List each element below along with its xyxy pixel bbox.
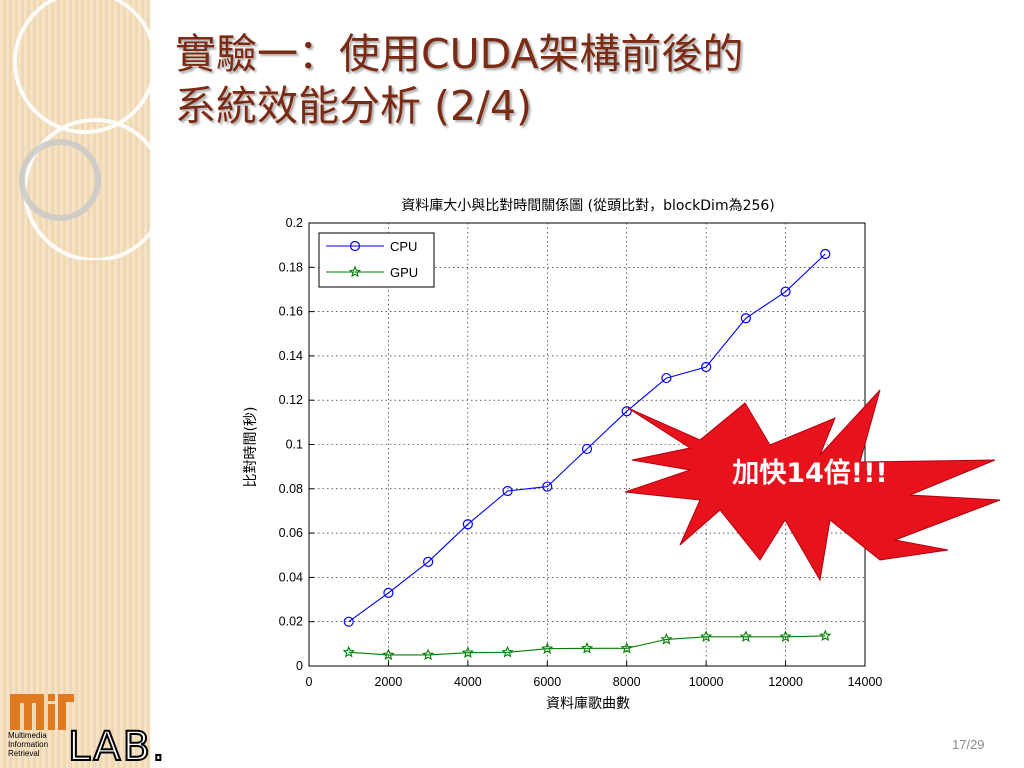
speedup-callout: 加快14倍!!! xyxy=(624,389,1001,582)
series-line-cpu xyxy=(348,253,826,623)
speedup-callout-text: 加快14倍!!! xyxy=(732,457,888,489)
series-gpu xyxy=(342,629,832,661)
y-tick-label: 0 xyxy=(296,659,303,673)
data-point-gpu xyxy=(382,648,395,661)
x-axis-label: 資料庫歌曲數 xyxy=(546,695,630,712)
legend: CPU GPU xyxy=(318,232,435,288)
data-point-cpu xyxy=(621,406,632,417)
y-tick-label: 0.16 xyxy=(279,305,303,319)
logo-caption-2: Information xyxy=(8,740,48,749)
legend-label-gpu: GPU xyxy=(390,265,418,280)
x-tick-label: 14000 xyxy=(848,675,883,689)
data-point-gpu xyxy=(501,645,514,658)
y-tick-label: 0.04 xyxy=(279,570,303,584)
y-axis: 0 0.02 0.04 0.06 0.08 0.1 0.12 0.14 0.16 0.18 0.2 xyxy=(279,216,314,673)
x-tick-label: 12000 xyxy=(768,675,803,689)
slide-title: 實驗一：使用CUDA架構前後的 系統效能分析 (2/4) xyxy=(175,28,975,132)
x-tick-label: 2000 xyxy=(375,675,403,689)
data-point-cpu xyxy=(581,443,593,455)
slide-title-line-1: 實驗一：使用CUDA架構前後的 xyxy=(175,30,744,78)
data-point-gpu xyxy=(779,630,792,642)
y-tick-label: 0.02 xyxy=(279,615,303,629)
data-point-gpu xyxy=(461,646,474,658)
x-tick-label: 0 xyxy=(306,675,313,689)
mir-logo-mark xyxy=(10,694,74,730)
data-point-cpu xyxy=(740,313,751,324)
legend-marker-cpu xyxy=(349,240,361,252)
legend-box xyxy=(318,232,435,288)
data-point-cpu xyxy=(820,248,831,260)
data-point-cpu xyxy=(383,587,394,599)
chart-title: 資料庫大小與比對時間關係圖 (從頭比對，blockDim為256) xyxy=(401,197,775,214)
x-tick-label: 8000 xyxy=(613,675,641,689)
data-point-gpu xyxy=(700,630,713,642)
data-point-cpu xyxy=(701,361,712,373)
x-tick-label: 10000 xyxy=(689,675,724,689)
data-point-cpu xyxy=(462,519,473,530)
x-axis: 0 2000 4000 6000 8000 10000 12000 14000 xyxy=(306,661,883,689)
x-tick-label: 4000 xyxy=(454,675,482,689)
y-tick-label: 0.14 xyxy=(279,349,303,363)
mir-lab-logo: Multimedia Information Retrieval LAB. xyxy=(8,694,167,762)
y-axis-label: 比對時間(秒) xyxy=(243,407,259,488)
x-tick-label: 6000 xyxy=(533,675,561,689)
data-point-gpu xyxy=(819,629,832,642)
logo-lab-text: LAB. xyxy=(68,724,167,762)
data-point-gpu xyxy=(739,630,752,642)
data-point-gpu xyxy=(660,632,673,645)
data-point-cpu xyxy=(661,372,672,384)
legend-marker-gpu xyxy=(348,265,362,278)
y-tick-label: 0.1 xyxy=(286,438,303,452)
data-point-cpu xyxy=(780,286,791,297)
slide-title-line-2: 系統效能分析 (2/4) xyxy=(175,82,533,130)
data-point-cpu xyxy=(502,485,513,497)
page-number: 17/29 xyxy=(952,737,985,752)
logo-caption-1: Multimedia xyxy=(8,731,47,740)
series-cpu xyxy=(343,248,831,627)
y-tick-label: 0.12 xyxy=(279,393,303,407)
data-point-gpu xyxy=(580,641,594,654)
y-tick-label: 0.18 xyxy=(279,260,303,274)
data-point-gpu xyxy=(422,648,435,661)
data-point-cpu xyxy=(542,481,553,492)
data-point-gpu xyxy=(620,641,633,654)
y-tick-label: 0.2 xyxy=(286,216,303,230)
logo-caption-3: Retrieval xyxy=(8,749,40,758)
y-tick-label: 0.06 xyxy=(279,526,303,540)
series-layer xyxy=(342,248,832,661)
data-point-cpu xyxy=(343,616,354,627)
decorative-rings xyxy=(13,0,167,260)
y-tick-label: 0.08 xyxy=(279,482,303,496)
legend-label-cpu: CPU xyxy=(390,239,417,254)
starburst-shape xyxy=(624,389,1001,582)
data-point-gpu xyxy=(541,642,554,654)
data-point-gpu xyxy=(342,645,355,658)
data-point-cpu xyxy=(423,556,434,567)
series-line-gpu xyxy=(348,635,826,656)
